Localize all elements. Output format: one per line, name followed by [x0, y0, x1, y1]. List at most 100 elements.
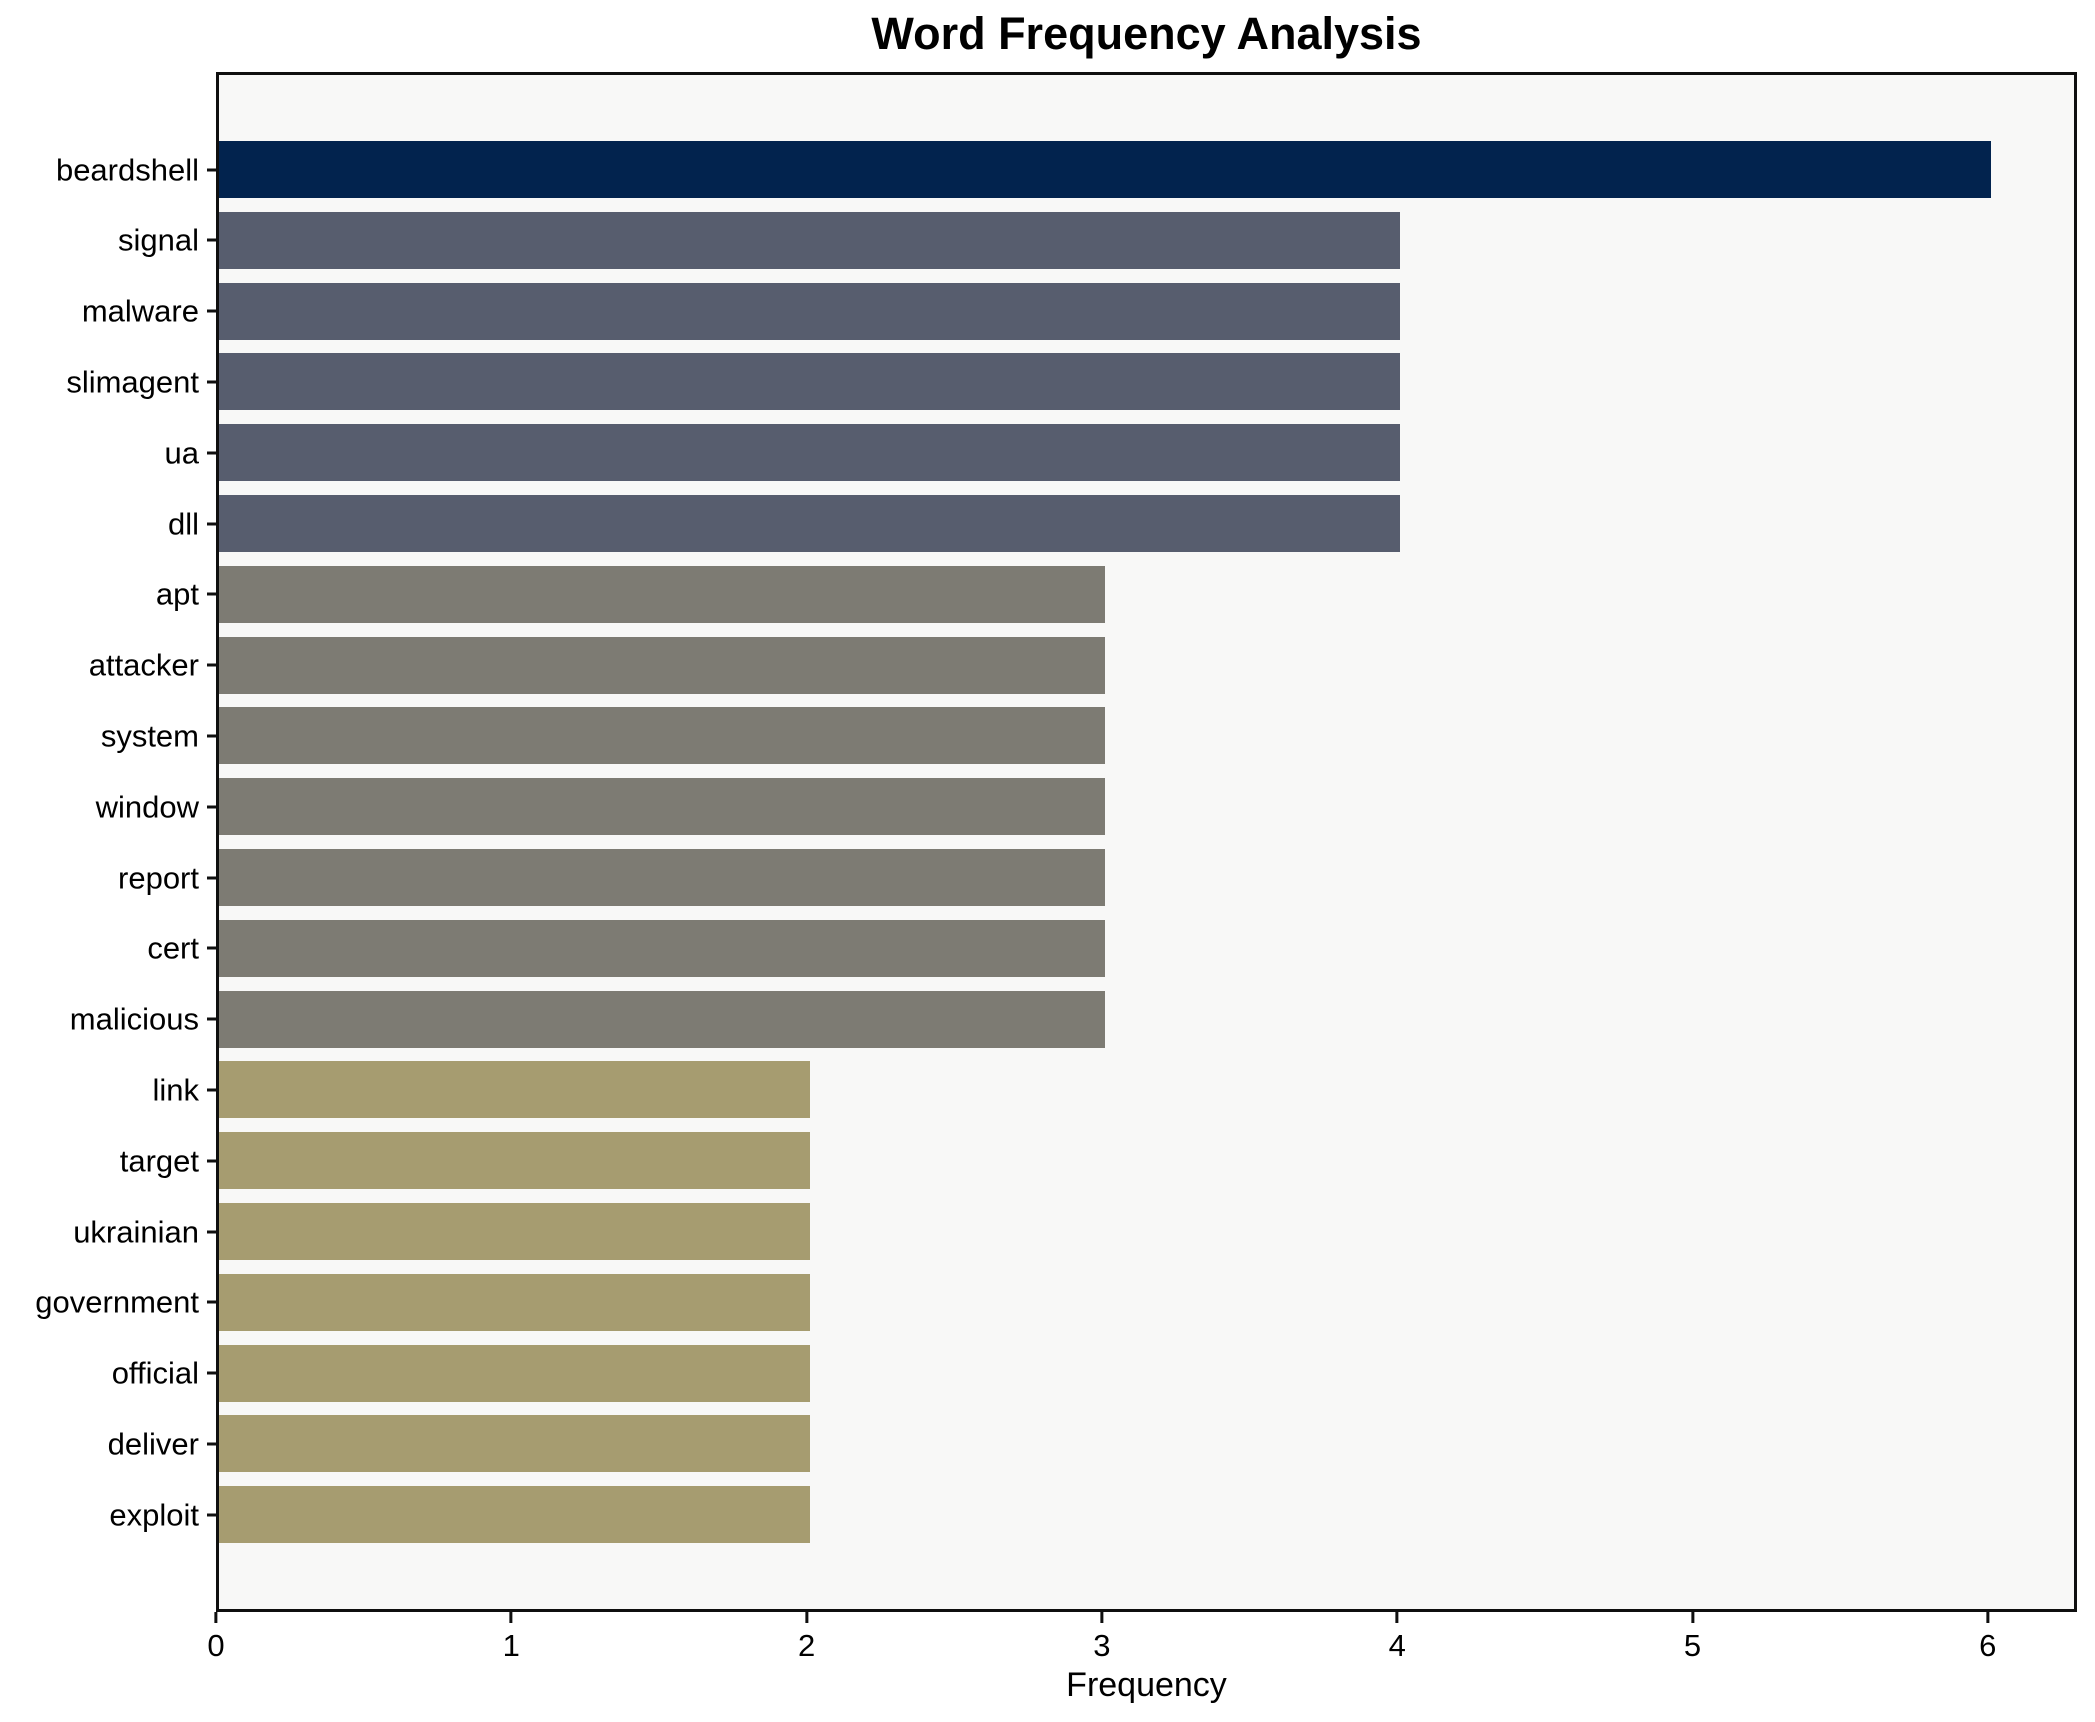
bar-row: government [35, 1273, 2074, 1331]
x-axis-label: Frequency [1066, 1666, 1227, 1704]
x-tick: 1 [503, 1612, 520, 1661]
y-tick-label: government [35, 1284, 199, 1320]
x-tick-mark [1100, 1612, 1104, 1623]
x-tick: 4 [1389, 1612, 1406, 1661]
y-tick-label: report [118, 860, 199, 895]
bar-row: signal [118, 211, 2074, 269]
bar-row: official [112, 1344, 2074, 1402]
y-tick-mark [207, 451, 218, 455]
bar-row: slimagent [66, 353, 2074, 411]
plot-area: beardshell signal malware slimagent ua dll apt… [35, 72, 2077, 1612]
bar-row: ua [165, 424, 2074, 482]
bar-row: apt [156, 565, 2074, 623]
y-tick-mark [207, 309, 218, 313]
x-tick-mark [1691, 1612, 1694, 1623]
bar-row: target [120, 1132, 2074, 1190]
bar [219, 141, 1991, 198]
y-tick-label: attacker [88, 647, 199, 683]
x-tick: 5 [1684, 1612, 1701, 1661]
chart-title: Word Frequency Analysis [871, 8, 1422, 59]
bar-row: ukrainian [73, 1203, 2074, 1260]
y-tick-mark [207, 1017, 218, 1021]
bar [219, 1486, 810, 1544]
x-tick-mark [1395, 1612, 1399, 1623]
x-tick: 0 [207, 1612, 225, 1663]
bar [219, 1273, 810, 1331]
x-tick-label: 2 [797, 1628, 816, 1663]
bar [219, 990, 1105, 1048]
bar [219, 353, 1401, 411]
bar [219, 1132, 810, 1190]
y-tick-label: beardshell [55, 152, 199, 187]
bar [219, 707, 1105, 765]
bar-row: system [101, 707, 2074, 765]
x-tick-label: 1 [502, 1628, 520, 1663]
x-tick-mark [805, 1612, 809, 1623]
y-tick-mark [207, 1300, 218, 1304]
bar [219, 636, 1105, 694]
bar [219, 565, 1105, 623]
bar-row: report [118, 849, 2074, 906]
y-tick-mark [207, 1513, 218, 1517]
y-tick-label: signal [118, 222, 199, 258]
bar [219, 1415, 810, 1473]
bars-layer: beardshell signal malware slimagent ua dll apt… [35, 75, 2074, 1609]
x-tick-mark [1986, 1612, 1990, 1623]
bar-row: cert [147, 919, 2074, 977]
y-tick-mark [207, 1442, 218, 1446]
bar-row: link [152, 1061, 2074, 1119]
y-tick-mark [207, 663, 218, 667]
x-tick-label: 3 [1093, 1628, 1111, 1663]
y-tick-label: apt [155, 576, 199, 612]
bar [219, 1061, 810, 1119]
bar-row: malware [82, 282, 2074, 340]
x-tick-mark [214, 1612, 218, 1623]
y-tick-label: malware [81, 293, 199, 329]
x-tick-mark [509, 1612, 513, 1623]
bar [219, 1203, 810, 1260]
bar [219, 778, 1105, 836]
x-tick-label: 4 [1388, 1628, 1406, 1663]
x-tick-label: 6 [1979, 1628, 1997, 1663]
y-tick-mark [207, 238, 218, 242]
y-tick-label: dll [167, 506, 199, 541]
bar [219, 919, 1105, 977]
x-tick-label: 5 [1683, 1628, 1702, 1663]
y-tick-label: system [100, 718, 199, 754]
bar [219, 282, 1401, 340]
x-tick: 6 [1979, 1612, 1996, 1661]
y-tick-label: malicious [69, 1001, 199, 1037]
bar-row: attacker [89, 636, 2074, 694]
y-tick-mark [207, 946, 218, 950]
bar [219, 1344, 810, 1402]
bar [219, 849, 1105, 906]
y-tick-mark [207, 805, 218, 809]
y-tick-mark [207, 1088, 218, 1092]
bar-row: deliver [108, 1415, 2074, 1473]
bar-row: dll [168, 495, 2074, 552]
bar-row: malicious [70, 990, 2074, 1048]
bar [219, 424, 1401, 482]
y-tick-mark [207, 380, 218, 384]
x-tick: 3 [1093, 1612, 1111, 1663]
y-tick-label: link [152, 1072, 199, 1108]
y-tick-label: ukrainian [73, 1214, 199, 1249]
y-tick-label: deliver [107, 1426, 199, 1462]
y-tick-label: cert [147, 930, 199, 966]
bar-row: exploit [109, 1486, 2074, 1544]
x-tick-label: 0 [207, 1628, 225, 1663]
y-tick-mark [207, 734, 218, 738]
bar [219, 495, 1401, 552]
bar-row: beardshell [56, 141, 2074, 198]
y-tick-label: window [95, 789, 199, 825]
y-tick-label: slimagent [66, 364, 199, 400]
bar [219, 211, 1401, 269]
y-tick-mark [207, 592, 218, 596]
y-tick-label: official [111, 1355, 199, 1391]
y-tick-mark [207, 522, 218, 525]
y-tick-mark [207, 168, 218, 171]
y-tick-label: exploit [109, 1497, 199, 1533]
y-tick-mark [207, 1159, 218, 1163]
y-tick-mark [207, 1230, 218, 1233]
y-tick-label: ua [164, 435, 199, 471]
